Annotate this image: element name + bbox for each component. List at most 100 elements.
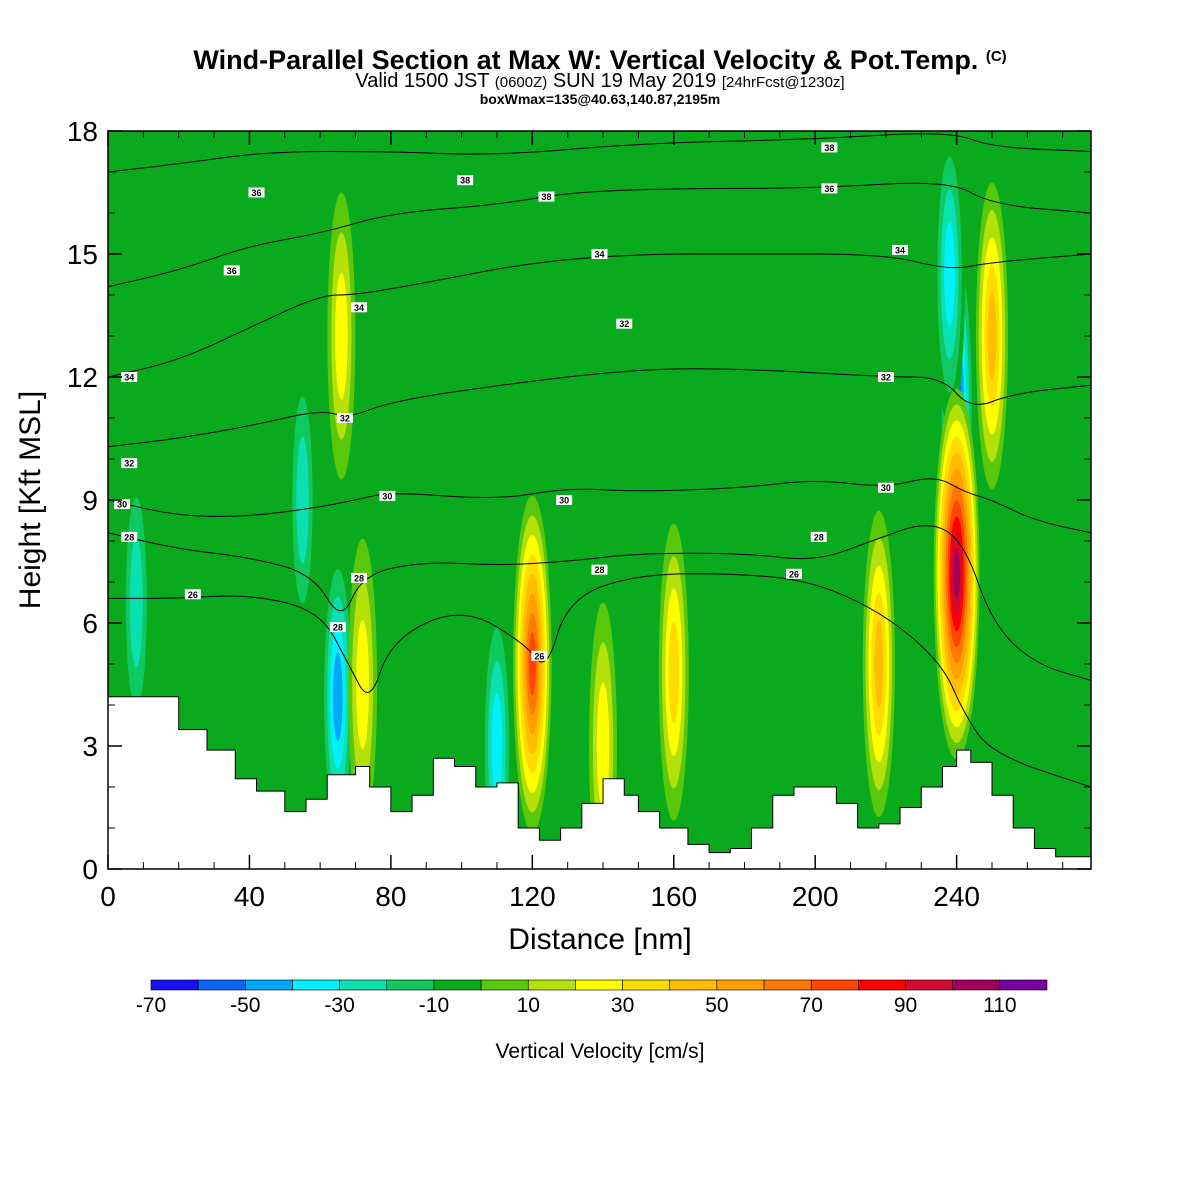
w-cell-band [491, 693, 503, 799]
contour-label: 28 [814, 532, 824, 542]
contour-label: 30 [382, 491, 392, 501]
w-cell-9 [348, 538, 378, 831]
y-axis-label: Height [Kft MSL] [14, 391, 47, 609]
x-axis-label: Distance [nm] [508, 923, 691, 956]
contour-label: 38 [824, 143, 834, 153]
contour-label: 32 [124, 459, 134, 469]
colorbar-tick-label: -70 [136, 994, 166, 1017]
y-tick-label: 18 [67, 116, 98, 147]
colorbar-tick-label: 70 [800, 994, 823, 1017]
contour-labels: 38 38 38 36 36 36 34 34 34 34 32 32 32 32 30 30 30 30 28 28… [114, 142, 909, 661]
y-tick-label: 6 [82, 608, 98, 639]
w-cell-12 [121, 456, 151, 749]
contour-label-box [785, 568, 802, 579]
w-cell-band [596, 682, 610, 810]
w-cell-4 [513, 495, 552, 833]
contour-label: 34 [124, 373, 134, 383]
w-cell-band [129, 537, 143, 668]
colorbar-swatch [858, 979, 906, 991]
contour-label: 26 [534, 651, 544, 661]
contour-label: 28 [594, 565, 604, 575]
colorbar-swatch [339, 979, 388, 991]
colorbar-tick-label: 30 [611, 994, 634, 1017]
colorbar-swatch [197, 979, 246, 991]
colorbar-tick-label: 110 [983, 994, 1016, 1017]
copyright-mark: (C) [985, 48, 1007, 65]
colorbar-swatch [480, 979, 529, 991]
colorbar-tick-label: -10 [419, 994, 449, 1017]
contour-label-box [379, 490, 396, 501]
contour-label: 38 [460, 176, 470, 186]
colorbar-swatch [810, 979, 859, 991]
colorbar-swatch [575, 979, 623, 991]
w-cell-3 [934, 131, 966, 426]
contour-label: 28 [354, 573, 364, 583]
contour-label-box [114, 499, 131, 510]
w-cell-band [944, 222, 955, 327]
contour-label-box [223, 265, 240, 276]
contour-label-box [591, 564, 608, 575]
contour-label-box [591, 249, 608, 259]
contour-label-box [184, 589, 201, 600]
contour-label-box [877, 482, 894, 493]
w-cell-band [953, 548, 960, 600]
contour-label: 34 [895, 245, 905, 255]
contour-label-box [821, 142, 838, 153]
colorbar-swatch [905, 979, 953, 991]
colorbar-swatch [527, 979, 576, 991]
contour-label: 36 [252, 188, 262, 198]
w-cell-band [668, 620, 679, 724]
contour-label: 38 [541, 192, 551, 202]
x-tick-label: 200 [792, 881, 839, 912]
contour-label-box [616, 318, 633, 329]
contour-label: 26 [789, 569, 799, 579]
y-tick-label: 0 [82, 854, 98, 885]
contour-label: 28 [333, 623, 343, 633]
y-tick-label: 12 [67, 362, 98, 393]
contour-label: 30 [559, 496, 569, 506]
contour-label-box [248, 187, 265, 198]
contour-label: 32 [619, 319, 629, 329]
theta-contour-30 [108, 478, 1091, 534]
w-cell-13 [288, 356, 317, 644]
chart-title: Wind-Parallel Section at Max W: Vertical… [193, 45, 1007, 75]
valid-time-line: Valid 1500 JST (0600Z) SUN 19 May 2019 [… [355, 70, 845, 92]
colorbar-tick-label: 50 [705, 994, 728, 1017]
colorbar-swatch [150, 979, 199, 991]
theta-contour-38 [108, 133, 1091, 173]
x-tick-label: 80 [375, 881, 406, 912]
contour-label-box [457, 175, 474, 186]
colorbar-swatch [622, 979, 671, 991]
contour-label-box [121, 372, 138, 382]
contour-label: 36 [227, 266, 237, 276]
colorbar-swatch [669, 979, 718, 991]
theta-contour-28 [108, 525, 1091, 681]
contour-label-box [121, 531, 138, 542]
w-cell-10 [327, 192, 356, 480]
colorbar-tick-label: 90 [894, 994, 917, 1017]
colorbar-swatch [433, 979, 482, 991]
contour-label-box [877, 372, 894, 382]
contour-label-box [329, 622, 346, 633]
w-cell-7 [862, 510, 895, 818]
contour-label: 34 [594, 250, 604, 260]
contour-label: 30 [117, 500, 127, 510]
vertical-velocity-field [108, 131, 1091, 869]
contour-label-box [121, 458, 138, 469]
contour-label-box [531, 650, 548, 661]
x-tick-label: 120 [509, 881, 556, 912]
w-cell-band [528, 632, 536, 696]
contour-label-box [821, 183, 838, 194]
w-cell-band [335, 272, 348, 400]
contour-label: 32 [340, 414, 350, 424]
w-cell-band [356, 619, 370, 750]
colorbar-tick-label: 10 [517, 994, 540, 1017]
colorbar-swatch [763, 979, 812, 991]
w-cell-6 [975, 182, 1009, 490]
w-cell-5 [933, 388, 980, 760]
contour-label: 28 [124, 532, 134, 542]
x-tick-label: 40 [234, 881, 265, 912]
w-cell-band [333, 652, 343, 742]
